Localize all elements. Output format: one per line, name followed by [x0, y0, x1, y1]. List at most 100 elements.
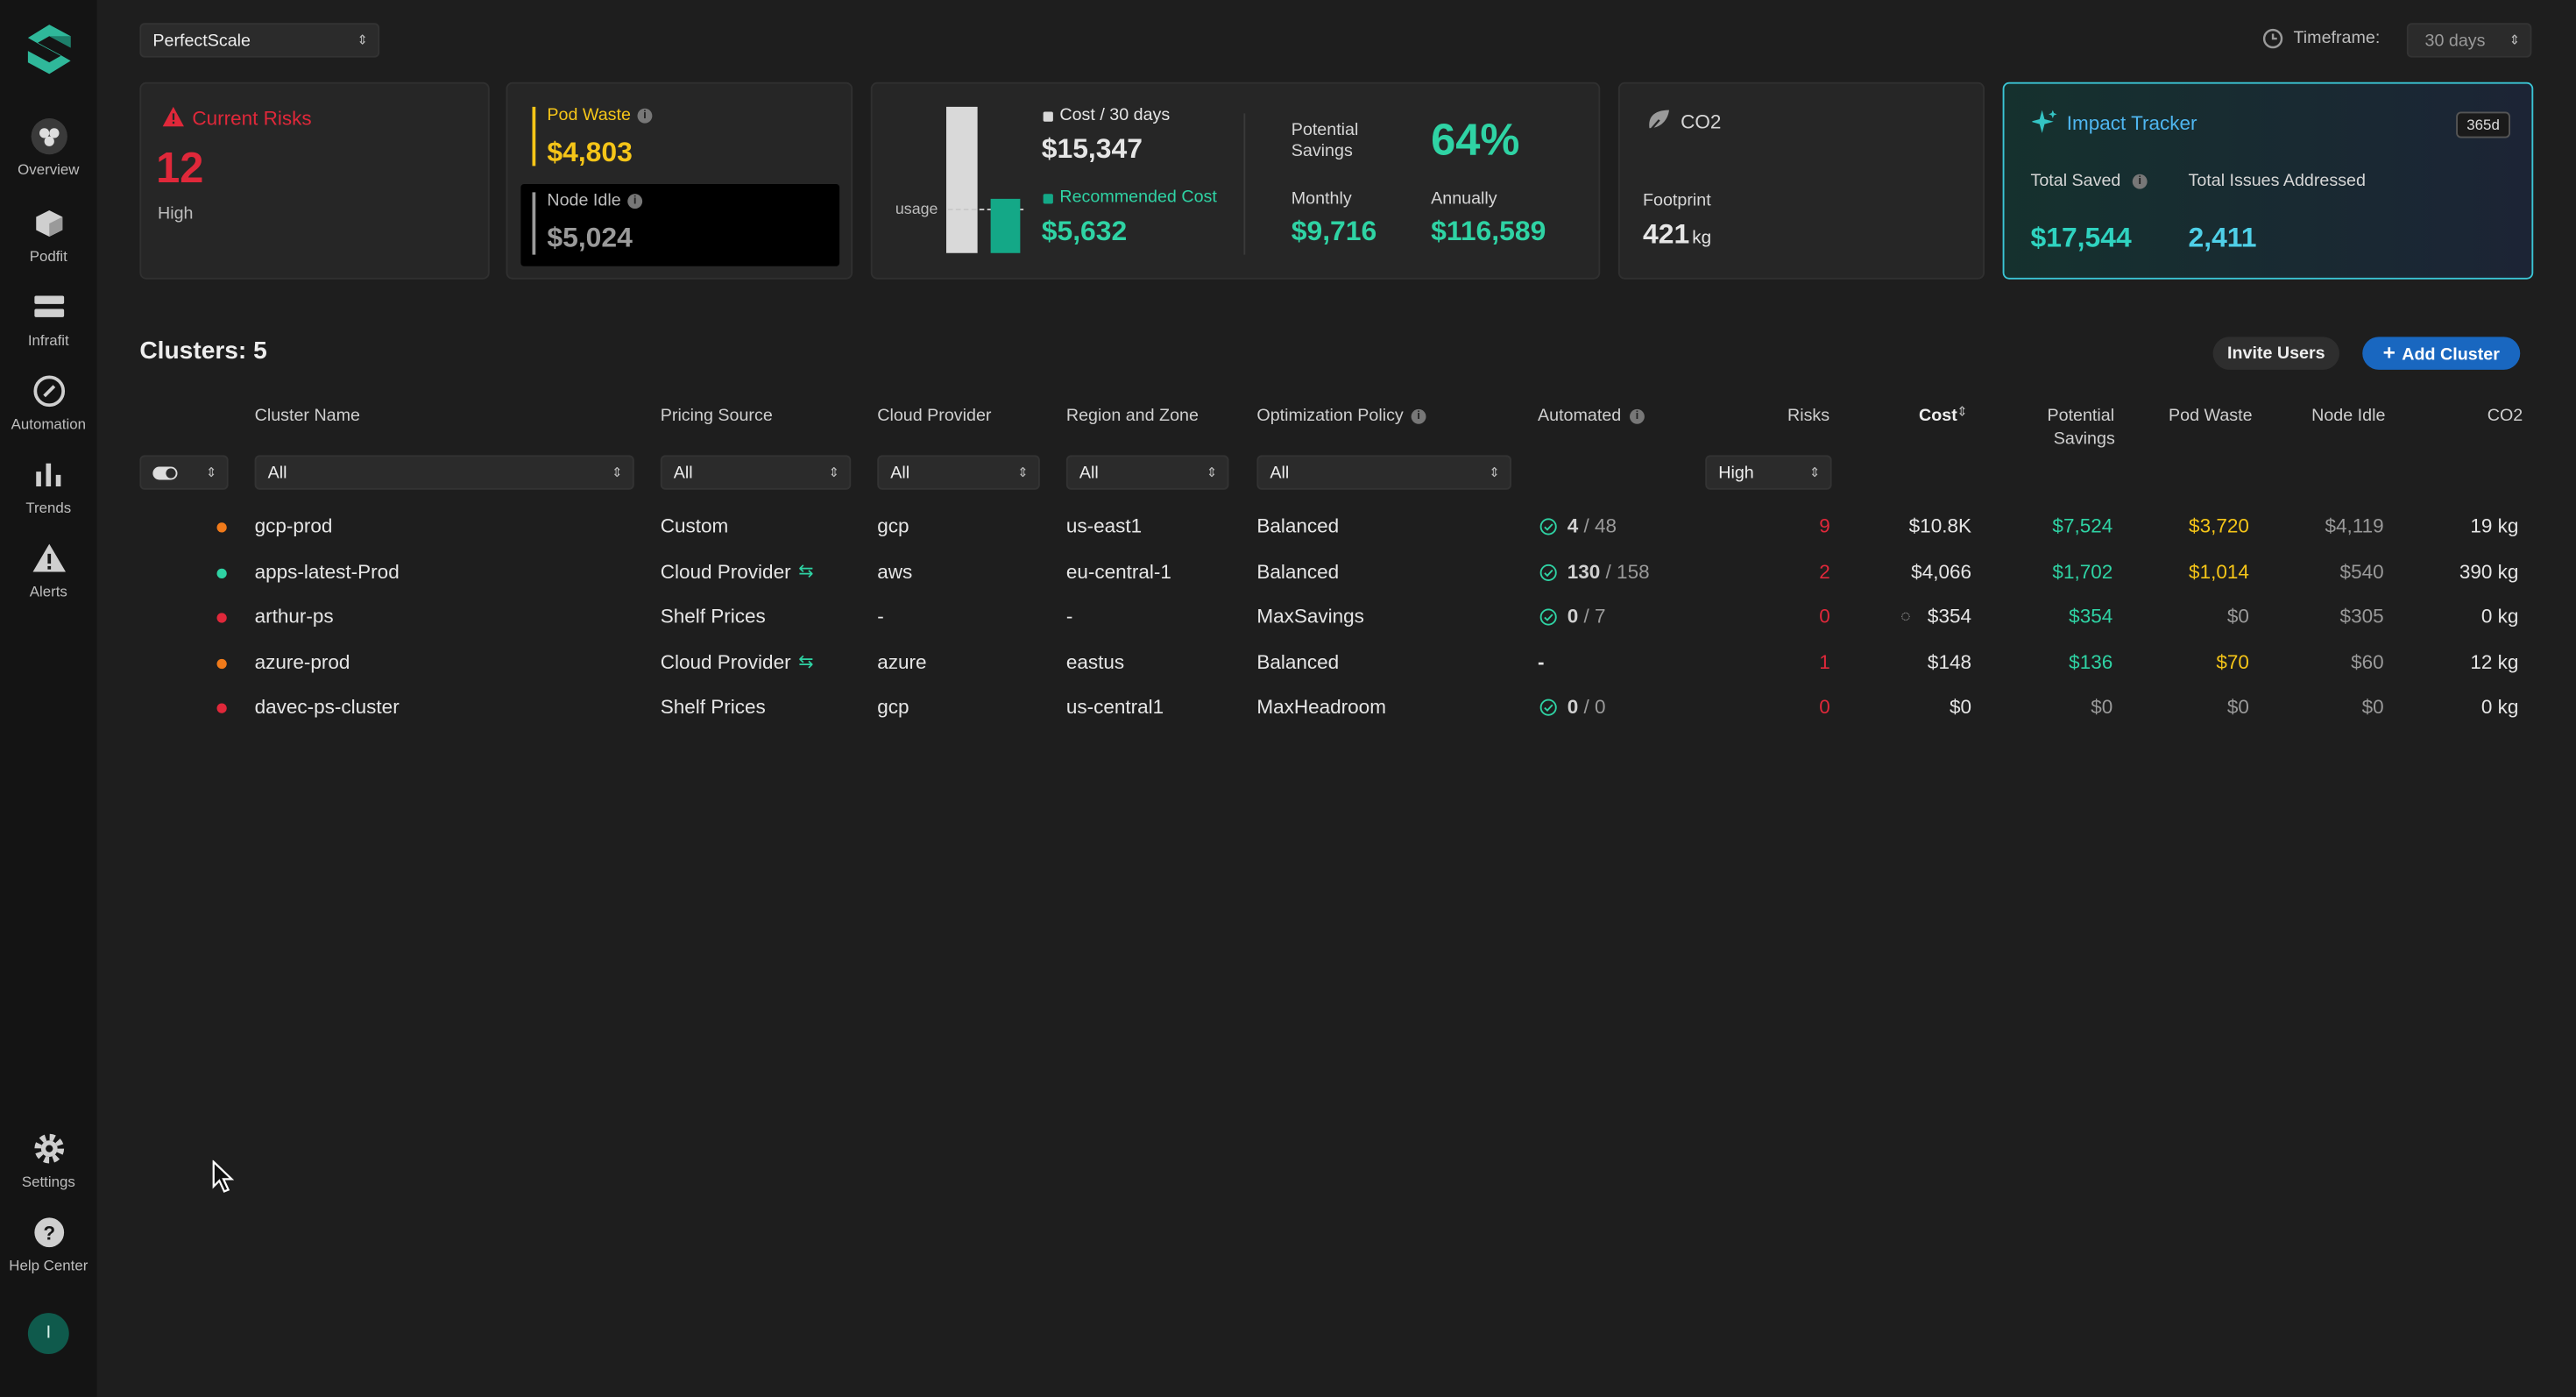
add-cluster-label: Add Cluster	[2402, 344, 2500, 365]
col-node-idle[interactable]: Node Idle	[2311, 406, 2386, 426]
cost-card[interactable]: usage Cost / 30 days $15,347 Recommended…	[870, 82, 1601, 280]
nav-trends[interactable]: Trends	[0, 457, 97, 516]
table-row[interactable]: davec-ps-cluster Shelf Prices gcp us-centra…	[139, 686, 2530, 731]
timeframe-select[interactable]: 30 days ⇕	[2406, 23, 2532, 58]
table-row[interactable]: gcp-prod Custom gcp us-east1 Balanced 4 / 48 9…	[139, 505, 2530, 550]
nav-overview[interactable]: Overview	[0, 118, 97, 178]
status-filter[interactable]: ⇕	[139, 455, 229, 490]
node-idle-panel[interactable]: Node Idle i $5,024	[520, 184, 840, 266]
select-arrows-icon: ⇕	[828, 464, 840, 480]
mouse-cursor-icon	[212, 1159, 235, 1193]
current-risks-card[interactable]: Current Risks 12 High	[139, 82, 490, 280]
col-pod-waste[interactable]: Pod Waste	[2169, 406, 2253, 426]
risk-triangle-icon	[162, 106, 184, 127]
user-avatar[interactable]: I	[27, 1313, 69, 1354]
cell-risks: 0	[1819, 605, 1830, 628]
node-idle-accent-bar	[532, 192, 536, 255]
add-cluster-button[interactable]: + Add Cluster	[2362, 337, 2521, 370]
cell-pod-waste: $3,720	[2189, 514, 2249, 538]
sidebar: Overview Podfit Infrafit Automation Tren…	[0, 0, 97, 1397]
col-cost[interactable]: Cost	[1919, 406, 1957, 426]
info-icon[interactable]: i	[2132, 174, 2148, 189]
monthly-value: $9,716	[1291, 215, 1377, 247]
status-dot	[216, 704, 227, 714]
table-row[interactable]: apps-latest-Prod Cloud Provider ⇆ aws eu-cen…	[139, 550, 2530, 594]
nav-alerts-label: Alerts	[29, 583, 67, 600]
automated-total: / 158	[1600, 559, 1650, 583]
sync-icon: ⇆	[798, 561, 814, 581]
info-icon[interactable]: i	[1630, 408, 1645, 424]
cell-policy: MaxHeadroom	[1256, 695, 1386, 720]
automated-count: 130	[1567, 559, 1601, 583]
col-potential-savings-2[interactable]: Savings	[2053, 429, 2115, 449]
infrafit-server-icon	[33, 295, 64, 317]
col-co2[interactable]: CO2	[2487, 406, 2523, 426]
nav-settings[interactable]: Settings	[0, 1131, 97, 1190]
sort-icon[interactable]: ⇕	[1957, 404, 1968, 420]
pod-waste-accent-bar	[532, 106, 536, 167]
col-risks[interactable]: Risks	[1787, 406, 1830, 426]
cost-legend-swatch	[1043, 111, 1053, 122]
policy-filter[interactable]: All ⇕	[1256, 455, 1511, 490]
col-cluster-name[interactable]: Cluster Name	[254, 406, 360, 426]
cell-name[interactable]: gcp-prod	[254, 514, 333, 538]
cell-pod-waste: $0	[2226, 695, 2249, 720]
automated-value: 4 / 48	[1568, 505, 1617, 550]
cell-co2: 0 kg	[2480, 605, 2519, 628]
col-automated[interactable]: Automated	[1538, 406, 1622, 426]
nav-automation[interactable]: Automation	[0, 373, 97, 432]
table-row[interactable]: arthur-ps Shelf Prices - - MaxSavings 0 / 7 0 $…	[139, 595, 2530, 640]
cell-name[interactable]: azure-prod	[254, 650, 350, 674]
pod-waste-label: Pod Waste	[547, 105, 631, 125]
info-icon[interactable]: i	[627, 194, 643, 209]
sparkle-icon	[2032, 110, 2057, 133]
nav-alerts[interactable]: Alerts	[0, 541, 97, 600]
waste-card[interactable]: Pod Waste i $4,803 Node Idle i $5,024	[506, 82, 853, 280]
cell-node-idle: $4,119	[2325, 514, 2384, 538]
pricing-source-filter[interactable]: All ⇕	[660, 455, 852, 490]
cell-name[interactable]: arthur-ps	[254, 605, 334, 628]
nav-infrafit[interactable]: Infrafit	[0, 289, 97, 349]
cell-risks: 1	[1819, 650, 1830, 674]
cell-co2: 19 kg	[2470, 514, 2519, 538]
cell-policy: Balanced	[1256, 650, 1340, 674]
cell-region: us-central1	[1065, 695, 1164, 720]
potential-savings-label-line2: Savings	[1291, 141, 1353, 161]
col-pricing-source[interactable]: Pricing Source	[660, 406, 773, 426]
info-icon[interactable]: i	[637, 108, 653, 124]
pod-waste-value: $4,803	[547, 136, 633, 168]
cell-name[interactable]: davec-ps-cluster	[254, 695, 400, 720]
annually-label: Annually	[1431, 188, 1497, 209]
cell-policy: Balanced	[1256, 514, 1340, 538]
cloud-provider-filter[interactable]: All ⇕	[877, 455, 1040, 490]
col-optimization-policy[interactable]: Optimization Policy	[1256, 406, 1404, 426]
col-region[interactable]: Region and Zone	[1065, 406, 1199, 426]
cell-name[interactable]: apps-latest-Prod	[254, 559, 400, 583]
impact-tracker-card[interactable]: Impact Tracker 365d Total Saved i $17,54…	[2002, 82, 2534, 280]
org-select[interactable]: PerfectScale ⇕	[139, 23, 380, 58]
invite-users-button[interactable]: Invite Users	[2212, 337, 2339, 370]
col-cloud-provider[interactable]: Cloud Provider	[877, 406, 992, 426]
automated-value: 0 / 7	[1568, 595, 1606, 640]
risks-filter[interactable]: High ⇕	[1705, 455, 1832, 490]
cost-label: Cost / 30 days	[1059, 105, 1171, 125]
status-dot	[216, 522, 227, 533]
impact-period-badge[interactable]: 365d	[2456, 111, 2510, 138]
region-filter[interactable]: All ⇕	[1065, 455, 1229, 490]
table-row[interactable]: azure-prod Cloud Provider ⇆ azure eastus Bala…	[139, 641, 2530, 685]
co2-card[interactable]: CO2 Footprint 421 kg	[1617, 82, 1985, 280]
cell-risks: 2	[1819, 559, 1830, 583]
usage-marker-line	[947, 209, 1024, 210]
cell-risks: 9	[1819, 514, 1830, 538]
nav-podfit[interactable]: Podfit	[0, 205, 97, 265]
total-saved-label: Total Saved	[2030, 171, 2121, 191]
info-icon[interactable]: i	[1411, 408, 1426, 424]
select-arrows-icon: ⇕	[1808, 464, 1821, 480]
nav-help-center[interactable]: ? Help Center	[0, 1215, 97, 1273]
recommended-cost-bar	[990, 198, 1021, 253]
nav-infrafit-label: Infrafit	[27, 331, 69, 349]
perfectscale-logo[interactable]	[25, 23, 74, 75]
col-potential-savings-1[interactable]: Potential	[2047, 406, 2115, 426]
cluster-name-filter[interactable]: All ⇕	[254, 455, 634, 490]
